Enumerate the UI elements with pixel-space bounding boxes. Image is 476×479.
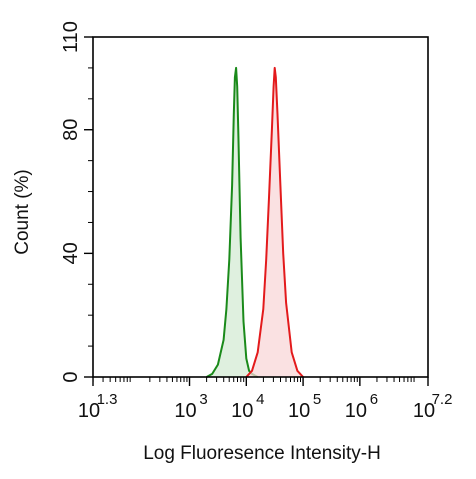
y-tick-label: 80 [60,119,82,141]
y-axis-label: Count (%) [12,169,33,255]
x-tick-label: 10 [174,400,196,422]
x-tick-label: 10 [413,400,435,422]
y-tick-label: 0 [60,371,82,382]
y-tick-label: 110 [60,21,82,53]
x-tick-label: 10 [78,400,100,422]
plot-frame [92,36,429,378]
plot-area [206,66,304,378]
x-tick-label: 10 [288,400,310,422]
series-2-fill [246,67,304,378]
x-tick-exponent: 5 [313,391,321,408]
axes [92,36,429,378]
x-tick-exponent: 3 [199,391,207,408]
x-tick-exponent: 4 [256,391,264,408]
x-tick-exponent: 6 [370,391,378,408]
x-tick-label: 10 [345,400,367,422]
x-tick-label: 10 [231,400,253,422]
series-2-line [245,66,304,378]
x-tick-exponent: 1.3 [97,391,118,408]
x-tick-exponent: 7.2 [432,391,453,408]
ticks [84,36,429,386]
x-axis-label: Log Fluoresence Intensity-H [143,443,381,464]
series-1-line [206,66,259,378]
series-1-fill [206,67,258,378]
y-tick-label: 40 [60,242,82,264]
